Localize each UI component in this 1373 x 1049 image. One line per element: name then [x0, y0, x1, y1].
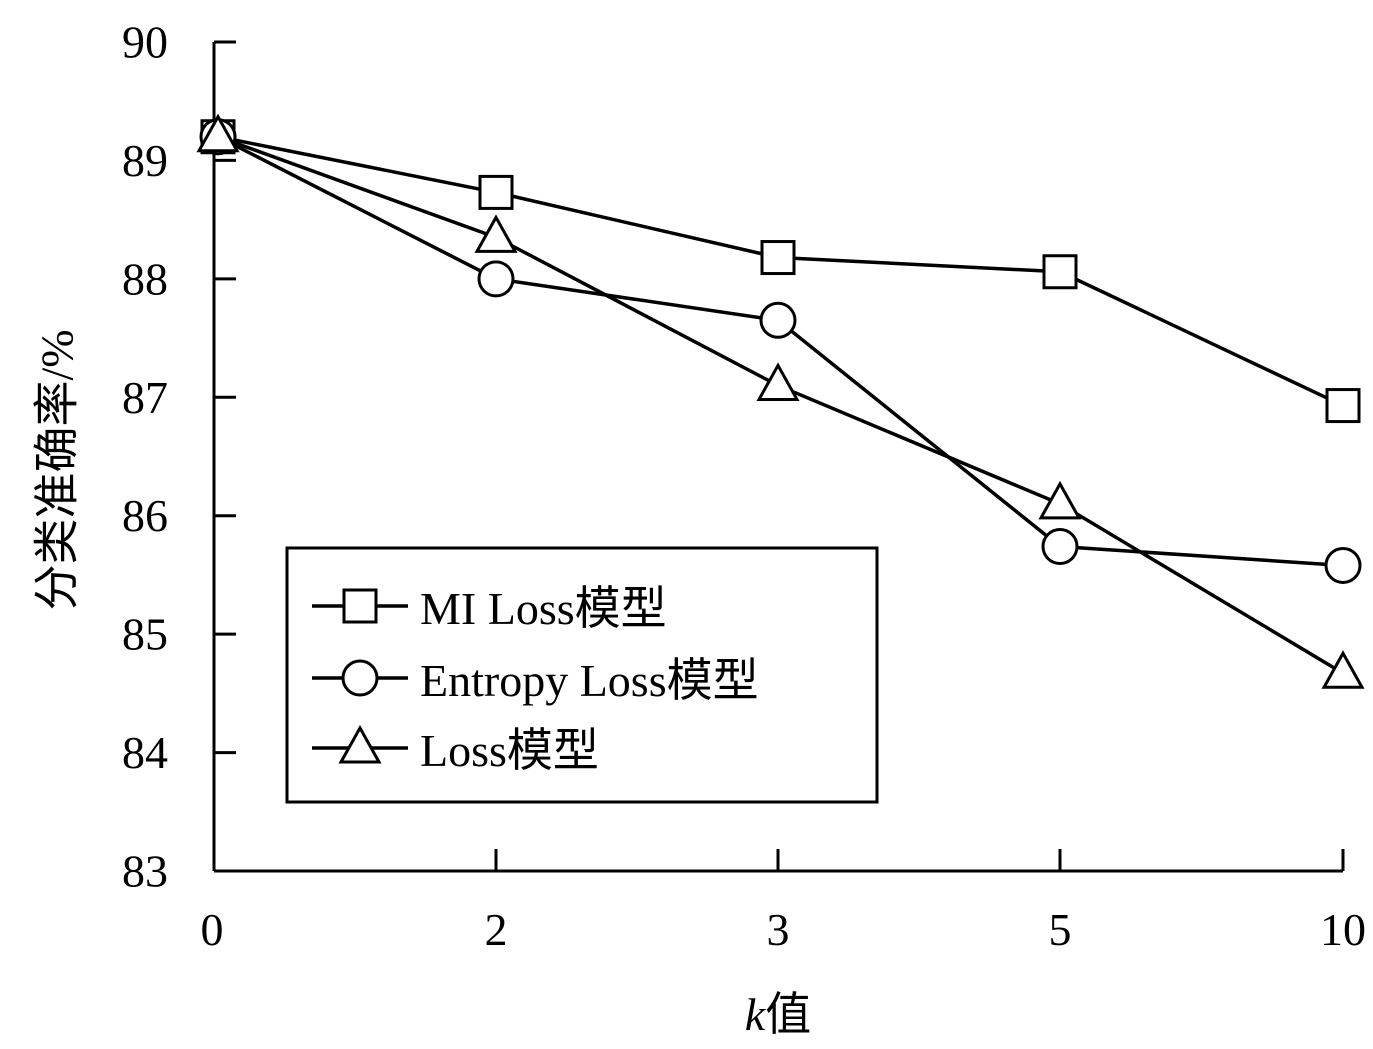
y-tick-label: 90: [122, 17, 168, 68]
y-tick-label: 84: [122, 727, 168, 778]
legend-marker-circle: [341, 659, 379, 697]
legend-label: Entropy Loss模型: [420, 655, 759, 706]
legend-frame: [285, 546, 879, 804]
data-point-circle: [1324, 546, 1362, 584]
y-axis-title: 分类准确率/%: [32, 329, 83, 610]
data-point-square: [478, 174, 514, 210]
data-point-triangle: [474, 214, 518, 253]
x-axis-suffix: 值: [765, 989, 811, 1040]
series-line: [217, 135, 1344, 568]
legend-label: MI Loss模型: [420, 583, 667, 634]
data-point-circle: [1041, 528, 1079, 566]
x-axis-variable: k: [745, 989, 767, 1040]
y-tick-label: 86: [122, 490, 168, 541]
legend: MI Loss模型 Entropy Loss模型 Loss模型: [285, 546, 879, 804]
data-point-square: [760, 240, 796, 276]
data-point-circle: [477, 260, 515, 298]
data-point-triangle: [1038, 480, 1082, 520]
legend-label: Loss模型: [420, 725, 599, 776]
x-tick-label: 2: [485, 904, 508, 955]
data-point-triangle: [1321, 650, 1365, 689]
series-circle: [217, 135, 1344, 568]
x-tick-label: 5: [1049, 904, 1072, 955]
x-tick-label: 3: [767, 904, 790, 955]
data-point-circle: [759, 301, 797, 339]
y-tick-label: 87: [122, 372, 168, 423]
legend-entry: Entropy Loss模型: [312, 655, 759, 706]
x-axis-ticks: 0 2 3 5 10: [201, 849, 1366, 955]
x-tick-label: 10: [1320, 904, 1366, 955]
series-layer: [196, 113, 1365, 689]
x-tick-label: 0: [201, 904, 224, 955]
legend-entry: MI Loss模型: [312, 583, 667, 634]
y-tick-label: 88: [122, 253, 168, 304]
y-axis-ticks: 83 84 85 86 87 88 89 90: [122, 17, 236, 897]
data-point-triangle: [196, 113, 240, 153]
data-point-triangle: [756, 362, 800, 401]
data-point-square: [1325, 388, 1361, 424]
legend-entry: Loss模型: [312, 724, 599, 776]
legend-marker-square: [342, 588, 378, 624]
markers-triangle: [196, 113, 1365, 689]
y-tick-label: 85: [122, 609, 168, 660]
x-axis-title: k值: [745, 989, 811, 1040]
y-tick-label: 83: [122, 846, 168, 897]
data-point-square: [1042, 254, 1078, 290]
y-tick-label: 89: [122, 135, 168, 186]
markers-circle: [199, 118, 1362, 584]
legend-marker-triangle: [338, 724, 382, 764]
